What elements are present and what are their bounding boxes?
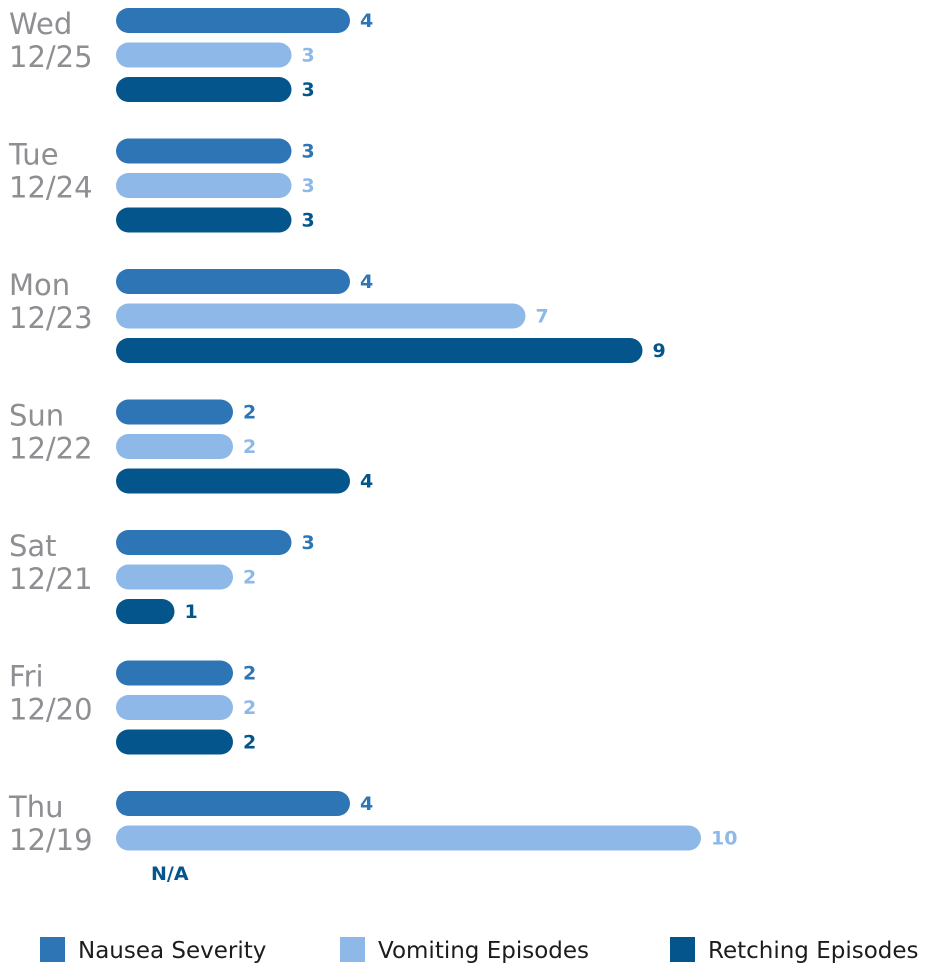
legend-swatch	[40, 937, 65, 962]
value-label: 4	[360, 10, 373, 32]
legend: Nausea Severity Vomiting Episodes Retching…	[40, 937, 919, 964]
legend-label: Vomiting Episodes	[378, 938, 589, 964]
bar-vomiting-episodes	[116, 434, 233, 459]
date-label: 12/20	[9, 693, 93, 727]
value-label: 3	[302, 141, 315, 163]
day-label: Wed	[9, 7, 72, 41]
bar-nausea-severity	[116, 138, 292, 164]
value-label: 3	[302, 45, 315, 67]
day-label: Mon	[9, 268, 70, 302]
date-label: 12/21	[9, 562, 93, 596]
bar-vomiting-episodes	[116, 42, 292, 68]
value-label: 2	[243, 663, 256, 685]
legend-item: Nausea Severity	[40, 937, 266, 964]
date-label: 12/19	[9, 823, 93, 857]
bar-nausea-severity	[116, 530, 292, 555]
bar-nausea-severity	[116, 399, 233, 425]
value-label: 3	[302, 210, 315, 232]
value-label: 4	[360, 271, 373, 293]
legend-swatch	[340, 937, 365, 962]
day-label: Fri	[9, 660, 44, 694]
value-label: 7	[536, 306, 549, 328]
legend-label: Nausea Severity	[78, 938, 266, 964]
legend-label: Retching Episodes	[708, 938, 919, 964]
bar-nausea-severity	[116, 269, 350, 294]
value-label: 2	[243, 436, 256, 458]
bar-retching-episodes	[116, 207, 292, 233]
value-label: 9	[653, 340, 666, 362]
date-label: 12/22	[9, 432, 93, 466]
bar-vomiting-episodes	[116, 564, 233, 590]
bar-retching-episodes	[116, 338, 643, 363]
bar-vomiting-episodes	[116, 695, 233, 720]
day-label: Tue	[8, 138, 59, 172]
day-label: Thu	[8, 790, 63, 824]
missing-value-label: N/A	[151, 863, 189, 885]
value-label: 10	[711, 828, 737, 850]
date-label: 12/24	[9, 171, 93, 205]
day-label: Sun	[9, 399, 64, 433]
value-label: 2	[243, 402, 256, 424]
day-groups: Wed12/25433Tue12/24333Mon12/23479Sun12/2…	[8, 7, 737, 885]
value-label: 3	[302, 79, 315, 101]
bar-nausea-severity	[116, 791, 350, 816]
legend-swatch	[670, 937, 695, 962]
bar-vomiting-episodes	[116, 173, 292, 198]
value-label: 2	[243, 732, 256, 754]
day-label: Sat	[9, 529, 57, 563]
date-label: 12/25	[9, 40, 93, 74]
bar-retching-episodes	[116, 468, 350, 494]
value-label: 2	[243, 567, 256, 589]
bar-vomiting-episodes	[116, 825, 701, 851]
bar-vomiting-episodes	[116, 303, 526, 329]
date-label: 12/23	[9, 301, 93, 335]
legend-item: Retching Episodes	[670, 937, 919, 964]
legend-item: Vomiting Episodes	[340, 937, 589, 964]
value-label: 4	[360, 471, 373, 493]
value-label: 2	[243, 697, 256, 719]
value-label: 3	[302, 175, 315, 197]
bar-retching-episodes	[116, 77, 292, 102]
value-label: 1	[185, 601, 198, 623]
bar-nausea-severity	[116, 660, 233, 686]
value-label: 4	[360, 793, 373, 815]
bar-nausea-severity	[116, 8, 350, 33]
bar-retching-episodes	[116, 599, 175, 624]
value-label: 3	[302, 532, 315, 554]
bar-retching-episodes	[116, 729, 233, 755]
